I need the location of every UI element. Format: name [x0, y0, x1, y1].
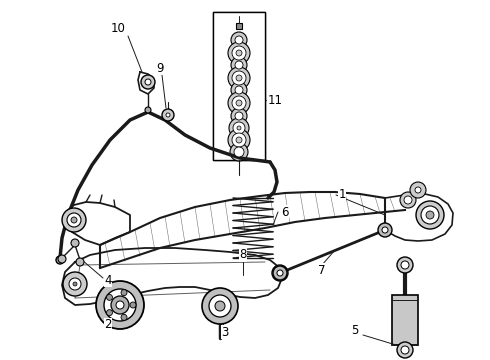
- Text: 3: 3: [221, 325, 229, 338]
- Circle shape: [111, 296, 129, 314]
- Circle shape: [231, 108, 247, 124]
- Circle shape: [145, 79, 151, 85]
- Circle shape: [228, 129, 250, 151]
- Circle shape: [73, 282, 77, 286]
- Text: 11: 11: [268, 94, 283, 107]
- Circle shape: [400, 192, 416, 208]
- Circle shape: [404, 196, 412, 204]
- Circle shape: [58, 255, 66, 263]
- Circle shape: [106, 310, 113, 316]
- Circle shape: [232, 96, 246, 110]
- Circle shape: [273, 266, 287, 280]
- Circle shape: [235, 112, 243, 120]
- Circle shape: [401, 346, 409, 354]
- Circle shape: [237, 126, 241, 130]
- Circle shape: [69, 278, 81, 290]
- Circle shape: [145, 107, 151, 113]
- Polygon shape: [65, 202, 130, 245]
- Bar: [213, 12, 265, 160]
- Circle shape: [166, 113, 170, 117]
- Bar: [213, 12, 265, 160]
- Text: 10: 10: [111, 22, 125, 35]
- Text: 1: 1: [338, 189, 346, 202]
- Bar: [236, 23, 242, 29]
- Circle shape: [382, 227, 388, 233]
- Circle shape: [235, 61, 243, 69]
- Text: 9: 9: [156, 62, 164, 75]
- Circle shape: [232, 46, 246, 60]
- Text: 6: 6: [281, 206, 289, 219]
- Polygon shape: [385, 194, 453, 241]
- Circle shape: [378, 223, 392, 237]
- Circle shape: [162, 109, 174, 121]
- Circle shape: [63, 272, 87, 296]
- Text: 7: 7: [318, 264, 326, 276]
- Bar: [392, 295, 418, 345]
- Circle shape: [233, 122, 245, 134]
- Circle shape: [228, 42, 250, 64]
- Circle shape: [231, 82, 247, 98]
- Circle shape: [236, 50, 242, 56]
- Circle shape: [401, 261, 409, 269]
- Circle shape: [228, 67, 250, 89]
- Circle shape: [106, 294, 113, 300]
- Circle shape: [56, 256, 64, 264]
- Text: 2: 2: [104, 319, 112, 332]
- Circle shape: [141, 75, 155, 89]
- Circle shape: [415, 187, 421, 193]
- Circle shape: [236, 100, 242, 106]
- Circle shape: [209, 295, 231, 317]
- Circle shape: [235, 36, 243, 44]
- Circle shape: [236, 137, 242, 143]
- Circle shape: [202, 288, 238, 324]
- Circle shape: [232, 133, 246, 147]
- Text: 4: 4: [104, 274, 112, 287]
- Circle shape: [236, 75, 242, 81]
- Circle shape: [229, 118, 249, 138]
- Circle shape: [276, 269, 284, 277]
- Text: 5: 5: [351, 324, 359, 337]
- Circle shape: [416, 201, 444, 229]
- Circle shape: [235, 86, 243, 94]
- Circle shape: [62, 208, 86, 232]
- Circle shape: [232, 71, 246, 85]
- Text: 8: 8: [239, 248, 246, 261]
- Circle shape: [121, 314, 127, 320]
- Circle shape: [231, 32, 247, 48]
- Circle shape: [121, 290, 127, 296]
- Circle shape: [215, 301, 225, 311]
- Circle shape: [76, 258, 84, 266]
- Circle shape: [104, 289, 136, 321]
- Circle shape: [410, 182, 426, 198]
- Circle shape: [277, 270, 283, 276]
- Circle shape: [234, 147, 244, 157]
- Circle shape: [230, 143, 248, 161]
- Circle shape: [397, 342, 413, 358]
- Circle shape: [421, 206, 439, 224]
- Circle shape: [96, 281, 144, 329]
- Circle shape: [231, 57, 247, 73]
- Circle shape: [71, 217, 77, 223]
- Circle shape: [71, 239, 79, 247]
- Circle shape: [67, 213, 81, 227]
- Polygon shape: [62, 248, 282, 305]
- Circle shape: [272, 265, 288, 281]
- Circle shape: [397, 257, 413, 273]
- Circle shape: [426, 211, 434, 219]
- Circle shape: [130, 302, 136, 308]
- Circle shape: [116, 301, 124, 309]
- Circle shape: [228, 92, 250, 114]
